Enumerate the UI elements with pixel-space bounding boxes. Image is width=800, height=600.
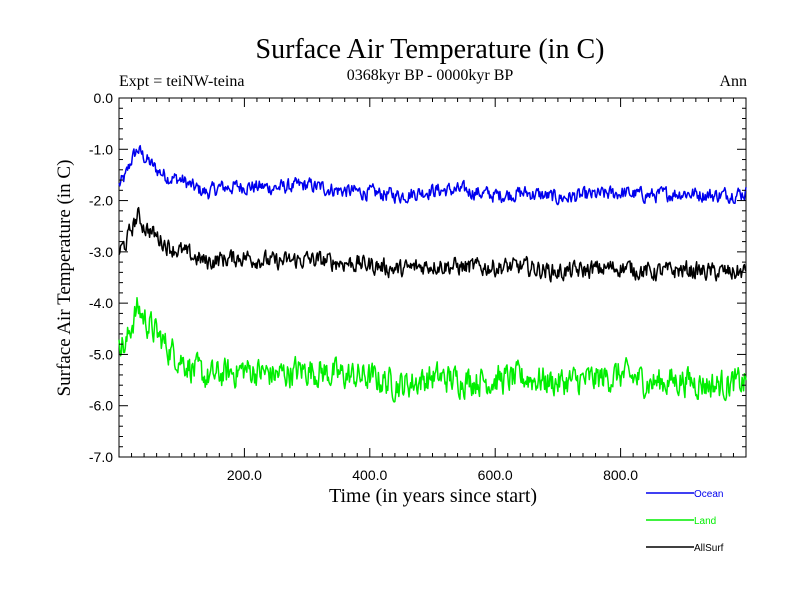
legend: Ocean Land AllSurf bbox=[646, 489, 724, 554]
y-tick-label: -5.0 bbox=[89, 346, 113, 362]
y-tick-label: -1.0 bbox=[89, 141, 113, 157]
ticks-layer: 0.0 -1.0 -2.0 -3.0 -4.0 -5.0 -6.0 -7.0 200.0 400.… bbox=[89, 90, 746, 483]
x-tick-label: 200.0 bbox=[227, 467, 262, 483]
y-tick-label: -6.0 bbox=[89, 398, 113, 414]
series-line-land bbox=[118, 297, 747, 403]
season-label: Ann bbox=[719, 73, 747, 90]
x-tick-label: 800.0 bbox=[603, 467, 638, 483]
y-tick-label: -7.0 bbox=[89, 449, 113, 465]
x-axis-label: Time (in years since start) bbox=[329, 485, 537, 507]
legend-label-ocean: Ocean bbox=[694, 489, 723, 500]
y-tick-label: -3.0 bbox=[89, 244, 113, 260]
chart-subtitle: 0368kyr BP - 0000kyr BP bbox=[347, 67, 514, 84]
x-tick-label: 400.0 bbox=[352, 467, 387, 483]
series-line-allsurf bbox=[118, 206, 747, 283]
legend-label-allsurf: AllSurf bbox=[694, 543, 724, 554]
series-line-ocean bbox=[118, 144, 747, 206]
series-layer bbox=[118, 144, 747, 403]
y-axis-label: Surface Air Temperature (in C) bbox=[54, 160, 75, 397]
legend-label-land: Land bbox=[694, 516, 716, 527]
chart-title: Surface Air Temperature (in C) bbox=[256, 34, 605, 65]
y-tick-label: -2.0 bbox=[89, 193, 113, 209]
y-tick-label: 0.0 bbox=[94, 90, 114, 106]
experiment-label: Expt = teiNW-teina bbox=[119, 73, 244, 90]
y-tick-label: -4.0 bbox=[89, 295, 113, 311]
x-tick-label: 600.0 bbox=[478, 467, 513, 483]
